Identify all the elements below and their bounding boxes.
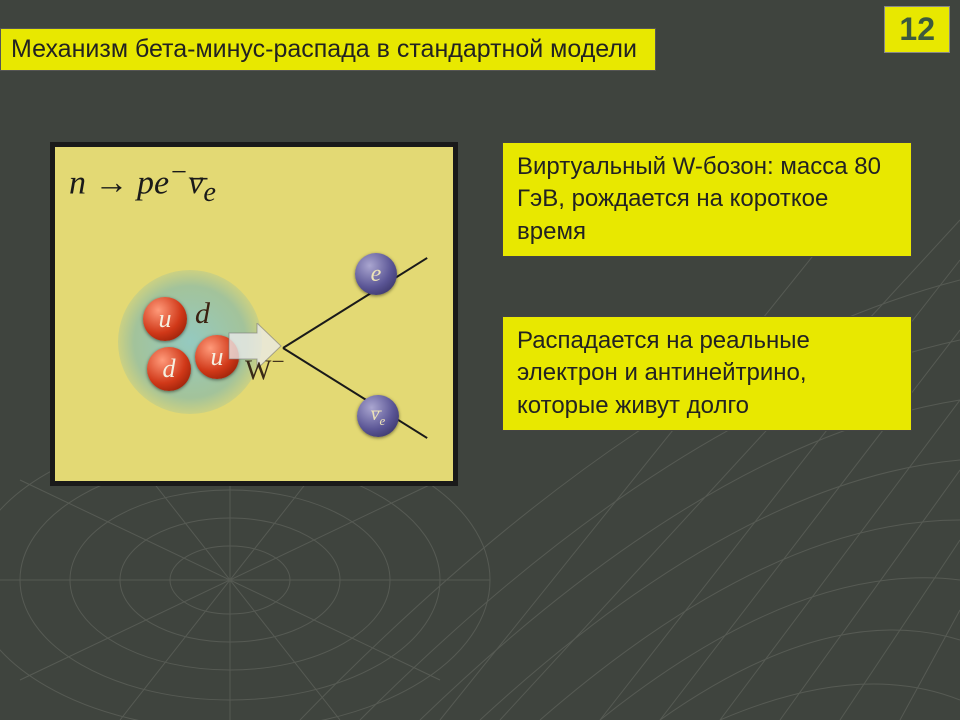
- slide-number: 12: [884, 6, 950, 53]
- quark-label: d: [163, 354, 176, 384]
- w-boson-label: W−: [245, 349, 285, 387]
- caption-decay-products: Распадается на реальные электрон и антин…: [502, 316, 912, 431]
- decay-equation: n → pe−_νe: [69, 157, 216, 209]
- diagram-inner: n → pe−_νe u d u d W− e _νe: [55, 147, 453, 481]
- antineutrino-label: _νe: [371, 403, 386, 429]
- caption-w-boson: Виртуальный W-бозон: масса 80 ГэВ, рожда…: [502, 142, 912, 257]
- electron-label: e: [371, 261, 382, 288]
- quark-d-bottom: d: [147, 347, 191, 391]
- slide-title: Механизм бета-минус-распада в стандартно…: [0, 28, 656, 71]
- quark-d-overlay: d: [195, 297, 210, 331]
- diagram-panel: n → pe−_νe u d u d W− e _νe: [50, 142, 458, 486]
- decay-line-neutrino: [282, 347, 427, 439]
- quark-label: u: [159, 304, 172, 334]
- antineutrino-particle: _νe: [357, 395, 399, 437]
- quark-u-top: u: [143, 297, 187, 341]
- electron-particle: e: [355, 253, 397, 295]
- quark-label: u: [211, 342, 224, 372]
